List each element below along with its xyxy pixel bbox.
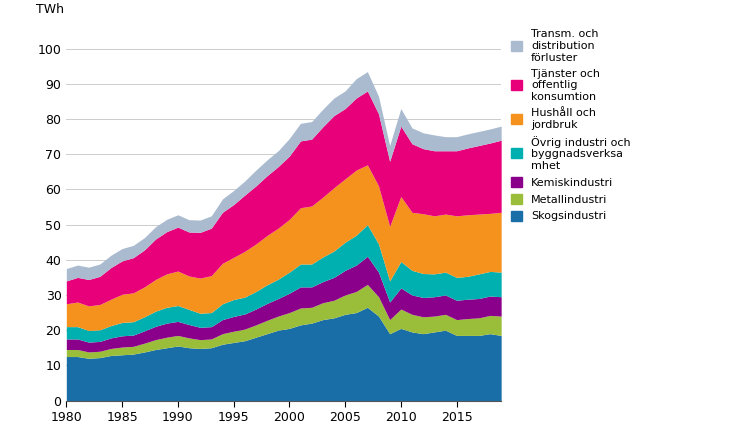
Text: TWh: TWh <box>36 4 64 16</box>
Legend: Transm. och
distribution
förluster, Tjänster och
offentlig
konsumtion, Hushåll o: Transm. och distribution förluster, Tjän… <box>511 29 631 222</box>
